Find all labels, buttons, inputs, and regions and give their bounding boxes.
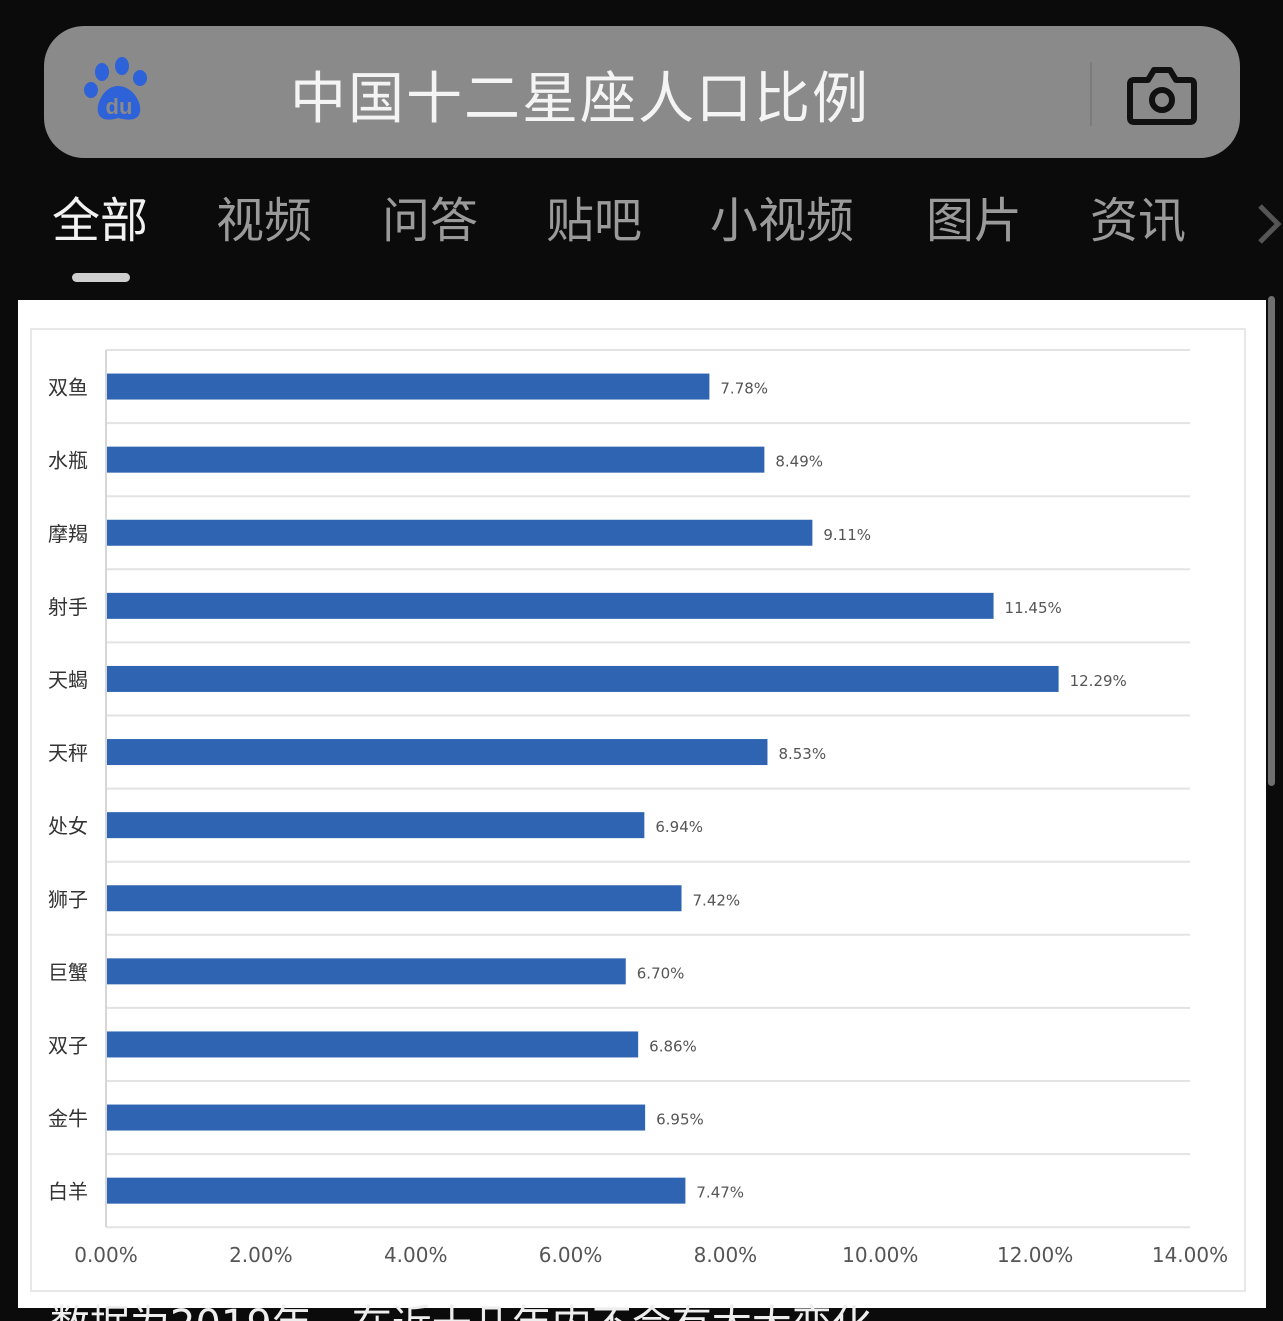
data-label: 8.49% <box>775 453 823 471</box>
tab-more-chevron-icon[interactable] <box>1256 196 1283 252</box>
tab-bar: 全部 视频 问答 贴吧 小视频 图片 资讯 <box>0 188 1283 278</box>
bar <box>107 373 710 400</box>
category-label: 金牛 <box>48 1107 88 1131</box>
data-label: 6.94% <box>655 818 703 836</box>
search-divider <box>1090 62 1092 126</box>
category-label: 白羊 <box>48 1180 88 1204</box>
data-label: 11.45% <box>1005 599 1062 617</box>
tab-short-video[interactable]: 小视频 <box>710 193 855 249</box>
bar <box>107 592 994 619</box>
data-label: 7.47% <box>696 1184 744 1202</box>
x-tick-label: 10.00% <box>842 1243 918 1267</box>
tab-tieba[interactable]: 贴吧 <box>546 193 643 249</box>
data-label: 7.42% <box>693 891 741 909</box>
bar <box>107 958 626 985</box>
bar <box>107 1031 639 1058</box>
bar <box>107 446 765 473</box>
data-label: 6.86% <box>649 1037 697 1055</box>
category-label: 狮子 <box>48 887 88 911</box>
x-tick-label: 2.00% <box>229 1243 293 1267</box>
bar <box>107 812 645 839</box>
bar <box>107 739 768 766</box>
category-label: 处女 <box>48 814 88 838</box>
tab-all[interactable]: 全部 <box>52 193 149 249</box>
category-label: 巨蟹 <box>48 960 88 984</box>
category-label: 水瓶 <box>48 449 88 473</box>
chart-caption: 数据为2019年，在近十几年内不会有太大变化 <box>50 1300 872 1321</box>
baidu-paw-logo-icon: du <box>84 57 147 120</box>
bar <box>107 665 1059 692</box>
data-label: 12.29% <box>1070 672 1127 690</box>
tab-video[interactable]: 视频 <box>216 193 313 249</box>
category-label: 射手 <box>48 595 88 619</box>
active-tab-indicator <box>72 273 130 282</box>
bar <box>107 519 813 546</box>
svg-text:du: du <box>106 94 133 119</box>
tab-news[interactable]: 资讯 <box>1090 193 1187 249</box>
x-tick-label: 8.00% <box>694 1243 758 1267</box>
data-label: 9.11% <box>823 526 871 544</box>
tab-qa[interactable]: 问答 <box>382 193 479 249</box>
data-label: 7.78% <box>720 380 768 398</box>
chart-frame <box>30 328 1246 1292</box>
bar <box>107 885 682 912</box>
category-label: 天秤 <box>48 741 88 765</box>
x-tick-label: 14.00% <box>1152 1243 1228 1267</box>
category-label: 摩羯 <box>48 522 88 546</box>
data-label: 6.70% <box>637 964 685 982</box>
data-label: 6.95% <box>656 1111 704 1129</box>
search-query-input[interactable]: 中国十二星座人口比例 <box>290 67 870 132</box>
tab-images[interactable]: 图片 <box>926 193 1023 249</box>
search-bar[interactable] <box>44 26 1240 158</box>
x-tick-label: 12.00% <box>997 1243 1073 1267</box>
x-tick-label: 4.00% <box>384 1243 448 1267</box>
category-label: 双鱼 <box>48 376 88 400</box>
camera-icon[interactable] <box>1126 60 1198 128</box>
category-label: 双子 <box>48 1033 88 1057</box>
page-scrollbar[interactable] <box>1268 296 1275 786</box>
x-tick-label: 0.00% <box>74 1243 138 1267</box>
category-label: 天蝎 <box>48 668 88 692</box>
bar <box>107 1104 646 1131</box>
data-label: 8.53% <box>778 745 826 763</box>
bar <box>107 1177 686 1204</box>
x-tick-label: 6.00% <box>539 1243 603 1267</box>
